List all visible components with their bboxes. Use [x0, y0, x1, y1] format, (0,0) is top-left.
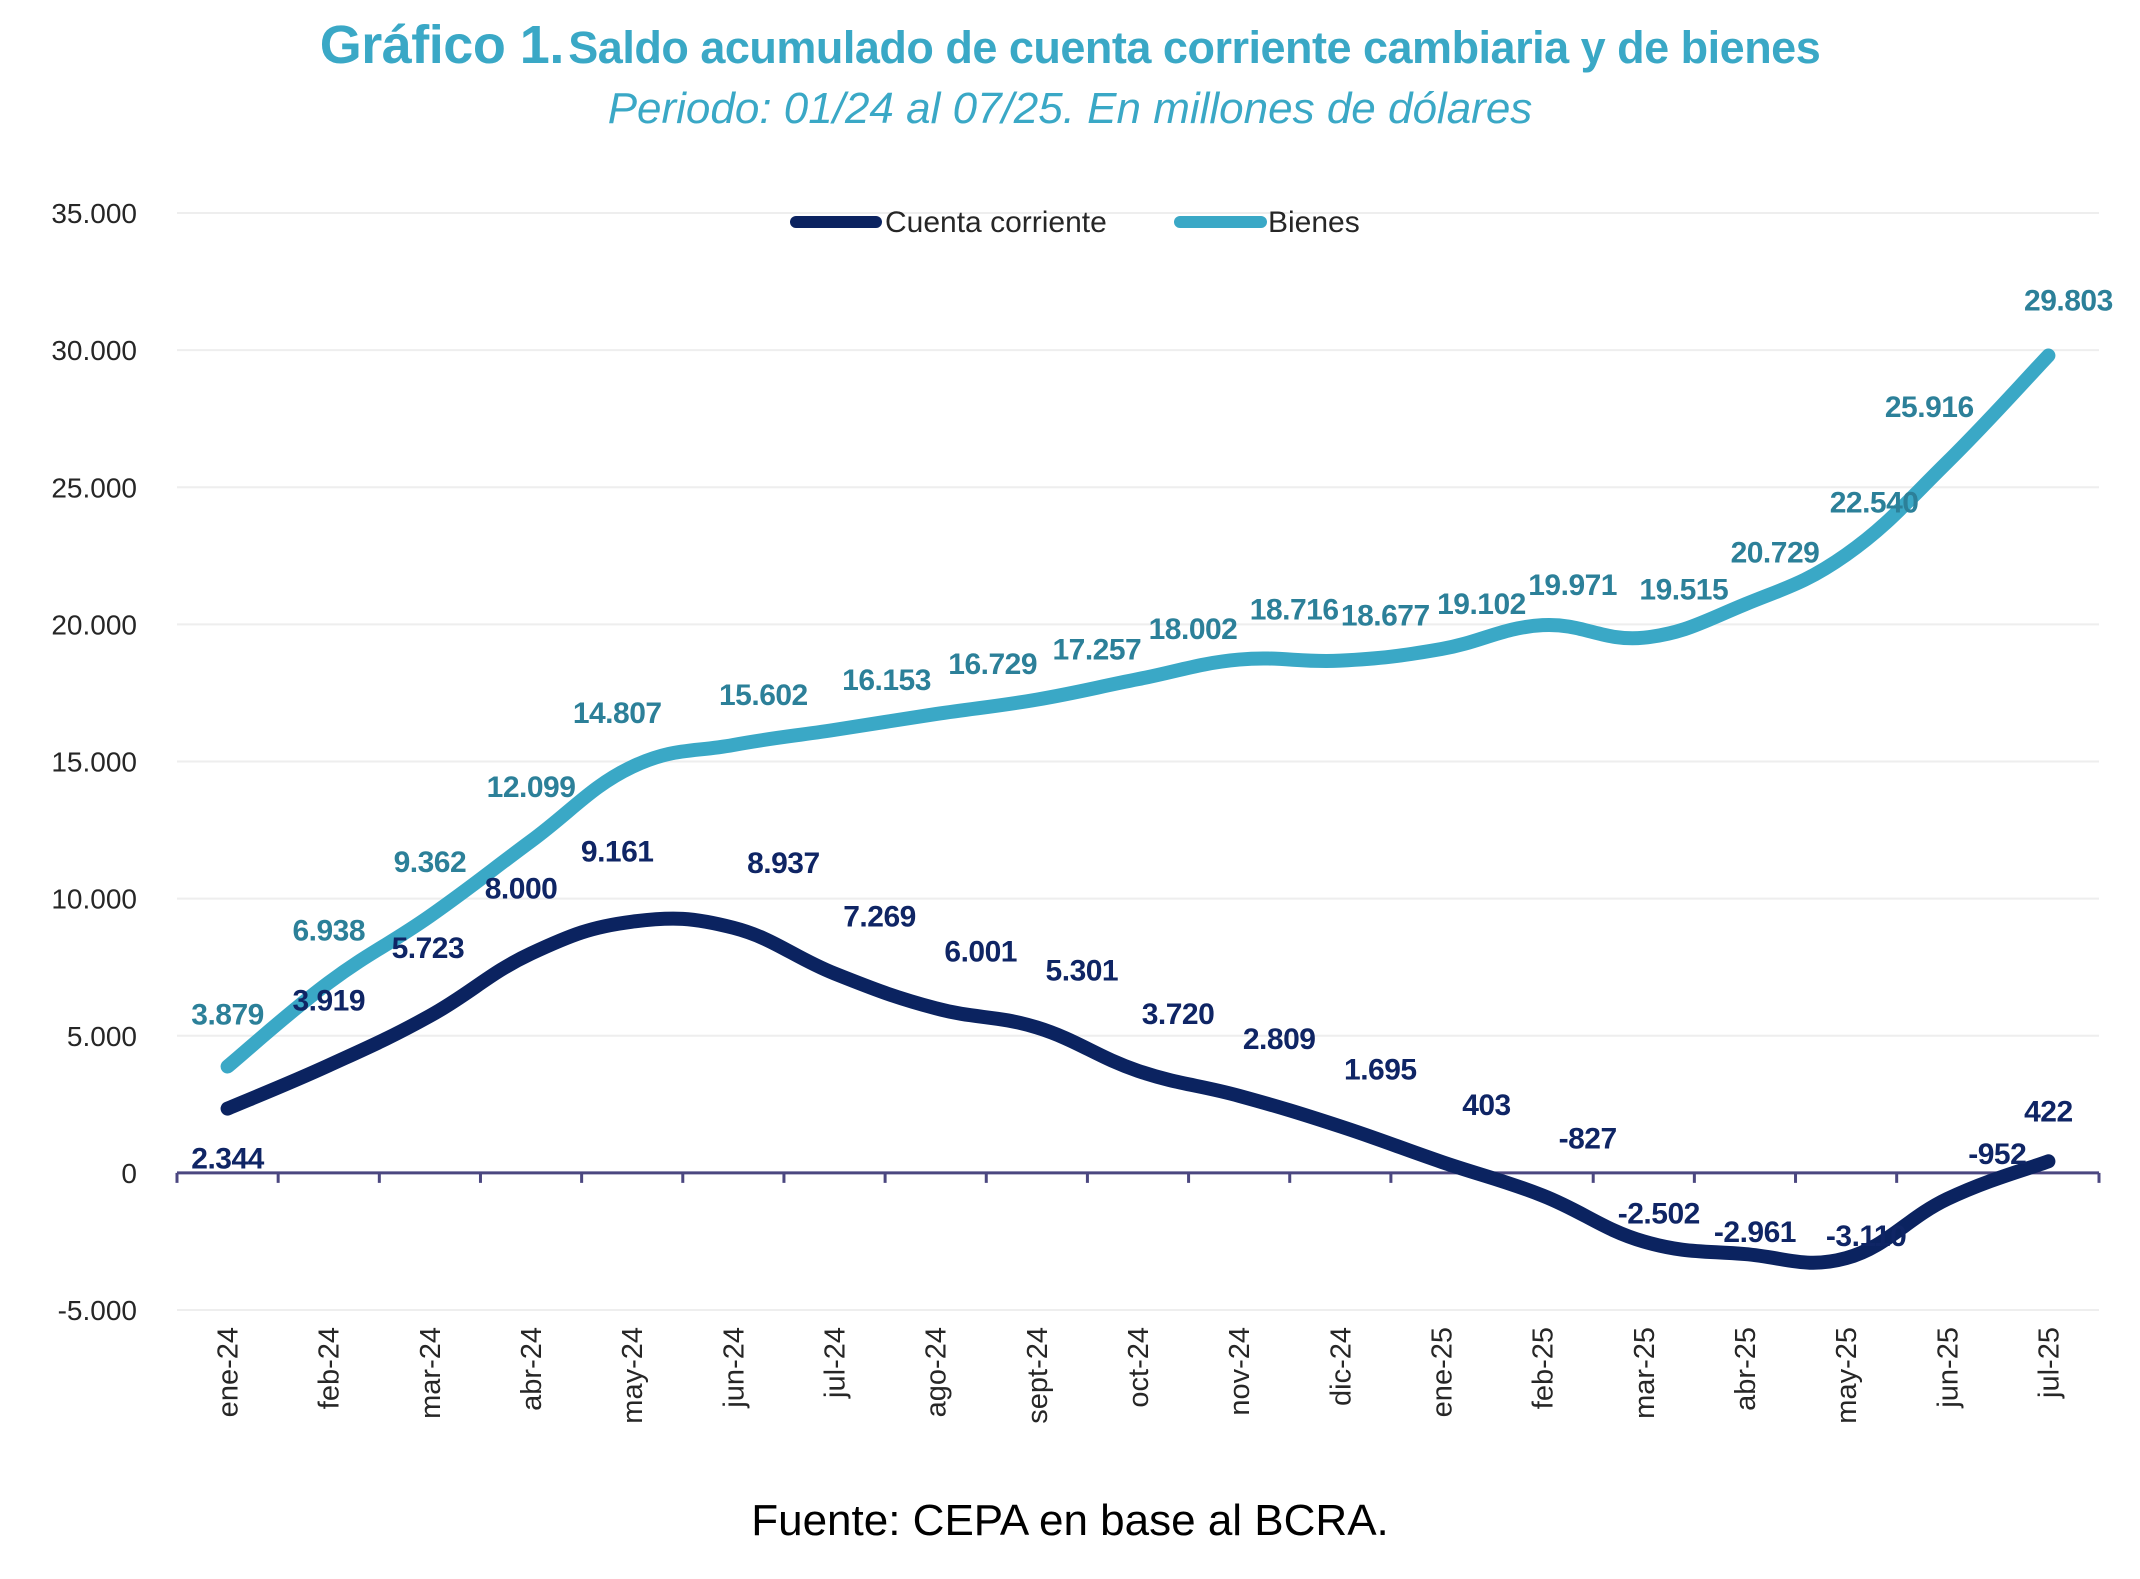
data-label-cuenta-corriente: 5.301	[1046, 954, 1119, 987]
x-tick-label: jul-25	[2033, 1327, 2065, 1399]
data-label-cuenta-corriente: -952	[1968, 1138, 2026, 1171]
x-tick-label: jun-24	[718, 1327, 750, 1409]
y-tick-label: 30.000	[51, 335, 137, 366]
data-label-bienes: 20.729	[1731, 536, 1820, 569]
data-label-cuenta-corriente: -2.961	[1714, 1216, 1796, 1249]
data-label-bienes: 19.102	[1437, 588, 1526, 621]
y-tick-label: 25.000	[51, 472, 137, 503]
x-tick-label: may-24	[617, 1327, 649, 1424]
data-label-cuenta-corriente: 8.937	[747, 847, 820, 880]
y-tick-label: 0	[121, 1158, 137, 1189]
y-tick-label: 35.000	[51, 198, 137, 229]
x-tick-label: abr-25	[1730, 1327, 1762, 1411]
series-lines	[220, 348, 2056, 1270]
data-label-bienes: 19.515	[1639, 574, 1728, 607]
data-label-bienes: 15.602	[719, 679, 808, 712]
source-note: Fuente: CEPA en base al BCRA.	[751, 1496, 1389, 1545]
data-label-cuenta-corriente: 3.720	[1142, 998, 1215, 1031]
legend-label-bienes: Bienes	[1268, 206, 1360, 239]
x-tick-label: abr-24	[516, 1327, 548, 1411]
data-label-cuenta-corriente: 8.000	[485, 872, 558, 905]
data-label-bienes: 25.916	[1885, 391, 1974, 424]
x-axis	[175, 1171, 2101, 1183]
chart-title-text: Saldo acumulado de cuenta corriente camb…	[568, 22, 1821, 73]
data-label-bienes: 9.362	[394, 846, 467, 879]
data-label-cuenta-corriente: 7.269	[843, 901, 916, 934]
y-axis-ticks: -5.000 0 5.000 10.000 15.000 20.000 25.000 30.0…	[51, 198, 137, 1326]
x-tick-label: feb-25	[1528, 1327, 1560, 1409]
legend: Cuenta corriente Bienes	[790, 206, 1360, 239]
data-label-bienes: 3.879	[191, 998, 264, 1031]
x-tick-label: jun-25	[1932, 1327, 1964, 1409]
data-label-cuenta-corriente: 3.919	[292, 984, 365, 1017]
y-tick-label: 10.000	[51, 884, 137, 915]
data-label-cuenta-corriente: 5.723	[392, 932, 465, 965]
x-tick-label: nov-24	[1224, 1327, 1256, 1416]
data-label-bienes: 12.099	[487, 771, 576, 804]
x-tick-label: jul-24	[820, 1327, 852, 1399]
x-tick-label: ene-25	[1426, 1327, 1458, 1417]
data-labels: 2.344 3.919 5.723 8.000 9.161 8.937 7.269 6.001…	[191, 285, 2113, 1254]
y-tick-label: -5.000	[58, 1295, 137, 1326]
data-label-cuenta-corriente: 1.695	[1344, 1053, 1417, 1086]
data-label-bienes: 17.257	[1052, 634, 1141, 667]
data-label-cuenta-corriente: 2.344	[191, 1143, 264, 1176]
x-tick-label: oct-24	[1123, 1327, 1155, 1408]
x-tick-label: may-25	[1831, 1327, 1863, 1424]
y-tick-label: 15.000	[51, 747, 137, 778]
data-label-cuenta-corriente: 422	[2024, 1095, 2073, 1128]
data-label-bienes: 6.938	[292, 915, 365, 948]
data-label-cuenta-corriente: 2.809	[1243, 1023, 1316, 1056]
x-tick-label: mar-25	[1629, 1327, 1661, 1419]
data-label-cuenta-corriente: -3.110	[1826, 1220, 1906, 1253]
data-label-cuenta-corriente: 9.161	[581, 836, 654, 869]
data-label-cuenta-corriente: -827	[1559, 1123, 1617, 1156]
chart-title-number: Gráfico 1.	[319, 15, 565, 75]
gridlines	[177, 212, 2099, 1311]
chart-subtitle: Periodo: 01/24 al 07/25. En millones de …	[607, 84, 1533, 133]
data-label-cuenta-corriente: 403	[1462, 1089, 1511, 1122]
data-label-cuenta-corriente: -2.502	[1618, 1197, 1700, 1230]
series-line-cuenta-corriente	[220, 911, 2056, 1270]
legend-label-cuenta-corriente: Cuenta corriente	[885, 206, 1107, 239]
y-tick-label: 20.000	[51, 609, 137, 640]
data-label-bienes: 29.803	[2024, 285, 2113, 318]
data-label-bienes: 16.153	[842, 664, 931, 697]
chart-title: Gráfico 1. Saldo acumulado de cuenta cor…	[0, 14, 2140, 76]
data-label-bienes: 19.971	[1528, 569, 1617, 602]
data-label-bienes: 14.807	[573, 697, 662, 730]
y-tick-label: 5.000	[67, 1021, 137, 1052]
data-label-cuenta-corriente: 6.001	[944, 935, 1017, 968]
x-axis-ticks: ene-24 feb-24 mar-24 abr-24 may-24 jun-24 jul-…	[213, 1327, 2066, 1424]
series-line-bienes	[220, 348, 2056, 1074]
x-tick-label: mar-24	[415, 1327, 447, 1419]
data-label-bienes: 18.716	[1250, 594, 1339, 627]
x-tick-label: sept-24	[1022, 1327, 1054, 1424]
data-label-bienes: 18.677	[1341, 600, 1430, 633]
x-tick-label: ago-24	[921, 1327, 953, 1417]
x-tick-label: ene-24	[213, 1327, 245, 1417]
x-tick-label: feb-24	[314, 1327, 346, 1409]
x-tick-label: dic-24	[1325, 1327, 1357, 1406]
data-label-bienes: 16.729	[948, 648, 1037, 681]
data-label-bienes: 18.002	[1149, 613, 1238, 646]
data-label-bienes: 22.540	[1830, 487, 1919, 520]
